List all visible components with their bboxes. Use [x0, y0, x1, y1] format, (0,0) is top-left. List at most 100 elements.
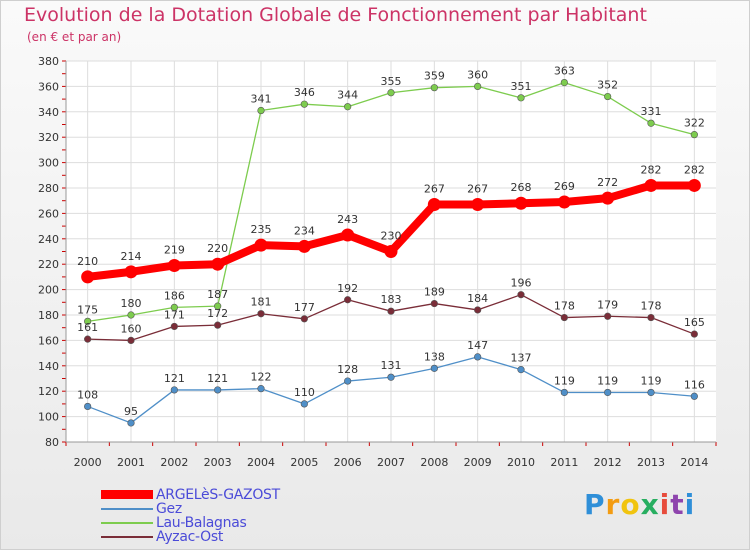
data-label: 119	[554, 374, 575, 387]
data-point	[690, 131, 698, 139]
x-tick-label: 2004	[247, 456, 275, 469]
data-label: 322	[684, 117, 705, 130]
proxiti-logo: Proxiti	[584, 488, 695, 521]
logo-letter: o	[620, 488, 641, 521]
x-tick-label: 2001	[117, 456, 145, 469]
data-point	[214, 321, 222, 329]
y-tick-label: 120	[38, 385, 59, 398]
logo-letter: r	[605, 488, 621, 521]
data-label: 121	[164, 372, 185, 385]
data-point	[430, 84, 438, 92]
data-label: 171	[164, 308, 185, 321]
chart-subtitle: (en € et par an)	[27, 30, 122, 44]
data-label: 128	[337, 363, 358, 376]
logo-letter: t	[670, 488, 685, 521]
data-label: 341	[251, 93, 272, 106]
legend-item-lau-balagnas: Lau-Balagnas	[101, 515, 247, 531]
x-tick-label: 2010	[507, 456, 535, 469]
data-label: 267	[424, 183, 445, 196]
x-tick-label: 2007	[377, 456, 405, 469]
data-label: 110	[294, 386, 315, 399]
data-point	[344, 103, 352, 111]
data-label: 189	[424, 286, 445, 299]
data-point	[387, 373, 395, 381]
data-label: 178	[554, 300, 575, 313]
data-point	[344, 377, 352, 385]
data-point	[427, 198, 441, 212]
x-tick-label: 2008	[420, 456, 448, 469]
y-tick-label: 320	[38, 131, 59, 144]
data-label: 219	[164, 243, 185, 256]
data-label: 234	[294, 224, 315, 237]
x-tick-label: 2003	[204, 456, 232, 469]
data-point	[257, 106, 265, 115]
data-point	[300, 100, 308, 108]
data-label: 220	[207, 242, 228, 255]
data-point	[344, 296, 352, 304]
logo-letter: x	[640, 488, 660, 521]
data-label: 243	[337, 213, 358, 226]
x-tick-label: 2014	[680, 456, 708, 469]
x-tick-label: 2000	[74, 456, 102, 469]
y-tick-label: 160	[38, 334, 59, 347]
data-label: 184	[467, 292, 488, 305]
data-label: 179	[597, 298, 618, 311]
data-point	[84, 335, 92, 343]
data-label: 161	[77, 321, 98, 334]
y-tick-label: 180	[38, 309, 59, 322]
data-point	[517, 291, 525, 299]
data-point	[214, 302, 222, 310]
data-point	[474, 306, 482, 314]
data-label: 196	[511, 277, 532, 290]
y-tick-label: 340	[38, 106, 59, 119]
data-label: 269	[554, 180, 575, 193]
logo-letter: P	[584, 488, 606, 521]
data-point	[257, 310, 265, 318]
data-label: 121	[207, 372, 228, 385]
data-point	[690, 392, 698, 400]
x-tick-label: 2012	[594, 456, 622, 469]
data-point	[211, 257, 225, 271]
data-point	[560, 313, 568, 322]
x-tick-label: 2013	[637, 456, 665, 469]
data-label: 165	[684, 316, 705, 329]
data-point	[254, 238, 268, 252]
y-tick-label: 280	[38, 182, 59, 195]
y-tick-label: 300	[38, 157, 59, 170]
data-point	[604, 92, 612, 101]
data-point	[604, 388, 612, 397]
y-tick-label: 220	[38, 258, 59, 271]
data-label: 147	[467, 339, 488, 352]
data-point	[384, 245, 398, 258]
x-tick-label: 2011	[550, 456, 578, 469]
data-label: 192	[337, 282, 358, 295]
data-point	[560, 388, 568, 397]
data-point	[170, 386, 178, 394]
data-point	[430, 364, 438, 372]
x-tick-label: 2002	[160, 456, 188, 469]
data-label: 272	[597, 176, 618, 189]
data-label: 268	[511, 181, 532, 194]
data-point	[387, 89, 395, 97]
data-label: 282	[641, 163, 662, 176]
x-tick-label: 2005	[290, 456, 318, 469]
data-label: 235	[251, 223, 272, 236]
data-label: 267	[467, 183, 488, 196]
y-tick-label: 380	[38, 55, 59, 68]
legend-label-argeles: ARGELèS-GAZOST	[156, 486, 280, 503]
data-label: 186	[164, 289, 185, 302]
data-label: 360	[467, 68, 488, 81]
legend-swatch-lau-balagnas	[101, 521, 153, 524]
data-point	[474, 353, 482, 361]
data-point	[557, 195, 571, 209]
x-tick-label: 2009	[464, 456, 492, 469]
data-label: 119	[641, 374, 662, 387]
data-label: 352	[597, 79, 618, 92]
data-label: 116	[684, 378, 705, 391]
data-point	[560, 78, 568, 87]
data-point	[474, 82, 482, 90]
data-point	[644, 178, 658, 192]
data-point	[84, 317, 92, 325]
chart-title: Evolution de la Dotation Globale de Fonc…	[24, 4, 647, 26]
legend-item-ayzac-ost: Ayzac-Ost	[101, 529, 223, 545]
